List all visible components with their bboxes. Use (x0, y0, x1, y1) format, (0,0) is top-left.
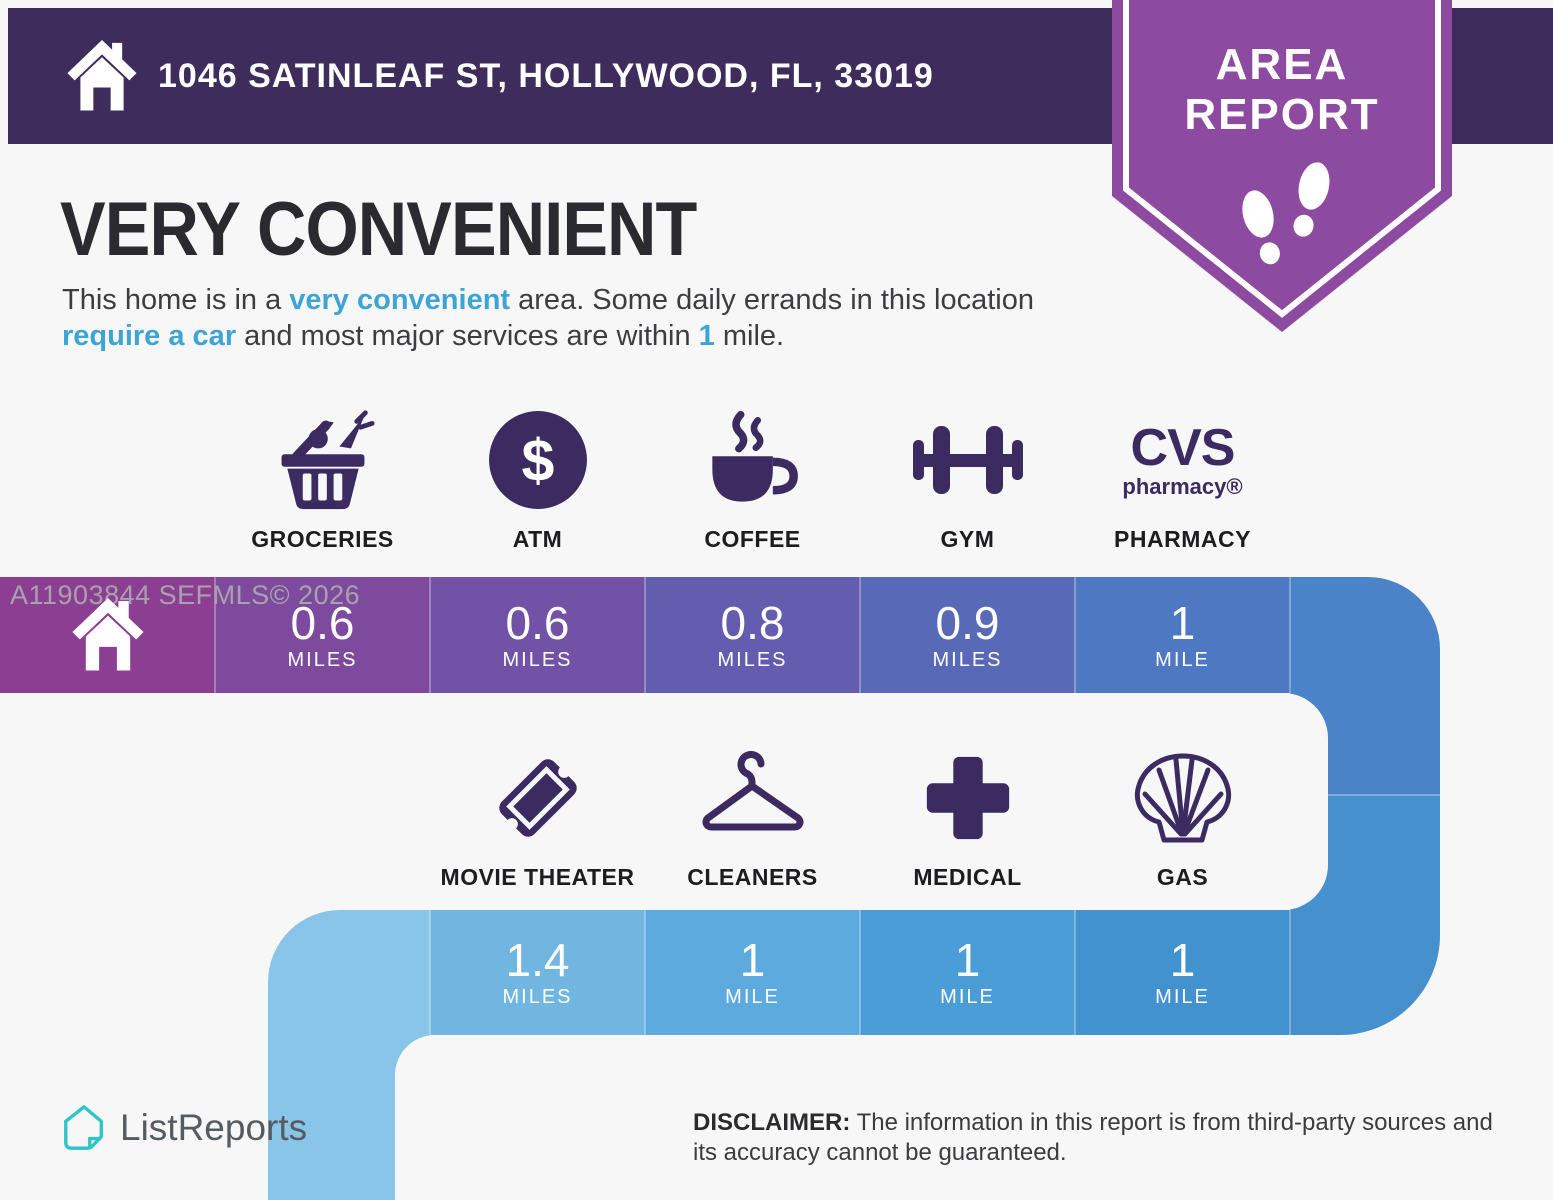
distance-cell-cleaners: 1 MILE (645, 910, 860, 1035)
distance-value: 1 (954, 934, 981, 986)
amenity-label: GAS (1156, 864, 1209, 890)
distance-unit: MILES (502, 986, 573, 1008)
distance-value: 1 (739, 934, 766, 986)
distance-unit: MILES (932, 648, 1003, 671)
home-start-cell (0, 577, 215, 693)
distance-cell-pharmacy: 1 MILE (1075, 577, 1290, 693)
amenity-label: GROCERIES (251, 526, 394, 552)
path-segment-pharmacy (1075, 577, 1290, 693)
footprints-icon (1242, 162, 1330, 265)
cvs-pharmacy-text: pharmacy® (1122, 474, 1243, 499)
distance-cell-medical: 1 MILE (860, 910, 1075, 1035)
area-report-badge: AREA REPORT (1112, 0, 1452, 340)
distance-cell-movie-theater: 1.4 MILES (430, 910, 645, 1035)
property-address: 1046 SATINLEAF ST, HOLLYWOOD, FL, 33019 (158, 56, 934, 95)
path-segment-gym (860, 577, 1075, 693)
medical-cross-icon (919, 740, 1017, 856)
disclaimer-label: DISCLAIMER: (693, 1109, 851, 1136)
amenity-atm: $ ATM (430, 402, 645, 553)
groceries-basket-icon (270, 402, 376, 518)
distance-unit: MILES (287, 648, 358, 671)
amenity-gym: GYM (860, 402, 1075, 553)
badge-line1: AREA (1215, 40, 1349, 89)
path-segment-gas (1075, 910, 1290, 1035)
amenity-label: COFFEE (704, 526, 801, 552)
segment-dividers (214, 577, 1440, 1035)
home-icon (71, 598, 144, 671)
distance-unit: MILES (717, 648, 788, 671)
path-corner-upper (1290, 577, 1440, 795)
path-segment-medical (860, 910, 1075, 1035)
dollar-symbol: $ (521, 426, 554, 493)
listreports-wordmark: ListReports (120, 1107, 308, 1148)
amenity-label: ATM (512, 526, 563, 552)
cvs-wordmark: CVS (1130, 419, 1236, 477)
path-corner-lower (1290, 795, 1440, 1035)
distance-value: 0.8 (720, 596, 785, 649)
amenity-groceries: GROCERIES (215, 402, 430, 553)
disclaimer-text: DISCLAIMER: The information in this repo… (693, 1108, 1508, 1168)
distance-cell-gas: 1 MILE (1075, 910, 1290, 1035)
distance-value: 0.9 (935, 596, 1000, 649)
amenity-label: GYM (940, 526, 995, 552)
desc-highlight: very convenient (289, 284, 511, 316)
disclaimer-body: The information in this report is from t… (693, 1109, 1493, 1166)
desc-part: mile. (714, 320, 785, 352)
distance-cell-gym: 0.9 MILES (860, 577, 1075, 693)
shell-gas-logo (1127, 740, 1239, 856)
hanger-icon (695, 740, 811, 856)
path-segment-cleaners (645, 910, 860, 1035)
path-segment-end (268, 910, 430, 1200)
mls-watermark: A11903844 SEFMLS© 2026 (10, 580, 361, 610)
path-segment-groceries (215, 577, 430, 693)
badge-line2: REPORT (1184, 90, 1380, 139)
distance-cell-coffee: 0.8 MILES (645, 577, 860, 693)
amenity-cleaners: CLEANERS (645, 740, 860, 891)
distance-unit: MILE (1155, 648, 1210, 671)
amenity-medical: MEDICAL (860, 740, 1075, 891)
path-segment-movie (430, 910, 645, 1035)
desc-highlight: 1 (698, 320, 715, 352)
listreports-brand: ListReports (60, 1104, 307, 1152)
distance-unit: MILE (725, 986, 780, 1008)
distance-cell-groceries: 0.6 MILES (215, 577, 430, 693)
desc-part: area. Some daily errands in this locatio… (510, 284, 1034, 316)
amenity-gas: GAS (1075, 740, 1290, 891)
amenity-movie-theater: MOVIE THEATER (430, 740, 645, 891)
cvs-pharmacy-logo: CVS pharmacy® (1122, 402, 1242, 518)
distance-value: 1 (1169, 934, 1196, 986)
distance-unit: MILE (940, 986, 995, 1008)
path-segment-atm (430, 577, 645, 693)
amenity-label: CLEANERS (687, 864, 818, 890)
distance-value: 0.6 (290, 596, 355, 649)
description-text: This home is in a very convenient area. … (62, 282, 1092, 354)
amenity-label: MOVIE THEATER (440, 864, 635, 890)
path-segment-coffee (645, 577, 860, 693)
distance-value: 0.6 (505, 596, 570, 649)
amenity-label: MEDICAL (913, 864, 1022, 890)
distance-value: 1.4 (505, 934, 570, 986)
atm-dollar-icon: $ (487, 402, 589, 518)
amenity-pharmacy: CVS pharmacy® PHARMACY (1075, 402, 1290, 553)
distance-cell-atm: 0.6 MILES (430, 577, 645, 693)
coffee-cup-icon (701, 402, 805, 518)
amenity-coffee: COFFEE (645, 402, 860, 553)
page-title: VERY CONVENIENT (60, 187, 697, 272)
desc-part: This home is in a (62, 284, 290, 316)
desc-highlight: require a car (62, 320, 237, 352)
dumbbell-icon (905, 402, 1031, 518)
badge-shape (1112, 0, 1452, 332)
movie-ticket-icon (483, 740, 593, 856)
desc-part: and most major services are within (236, 320, 699, 352)
home-icon (67, 40, 137, 111)
distance-unit: MILE (1155, 986, 1210, 1008)
distance-value: 1 (1169, 596, 1196, 649)
distance-unit: MILES (502, 648, 573, 671)
amenity-label: PHARMACY (1114, 526, 1251, 552)
listreports-icon (64, 1105, 103, 1150)
